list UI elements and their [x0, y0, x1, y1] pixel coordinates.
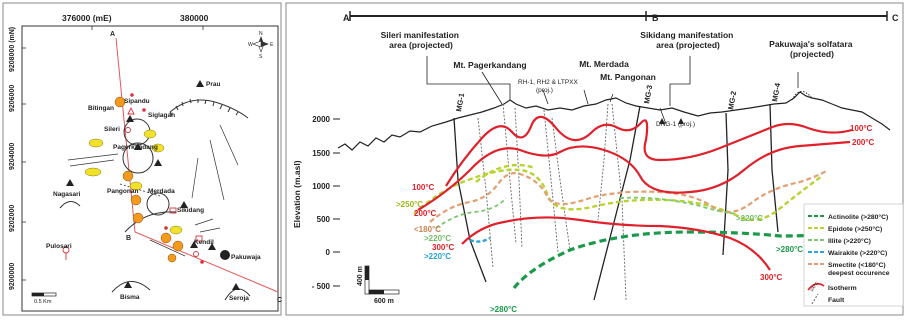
- place-kendil: Kendil: [194, 239, 214, 246]
- place-prau: Prau: [206, 81, 220, 88]
- label-actinolite-bottom: >280°C: [490, 305, 517, 314]
- grid-label-x1: 376000 (mE): [62, 13, 112, 23]
- place-sipandu: Sipandu: [124, 98, 150, 105]
- isotherm-300: [461, 216, 771, 271]
- label-wairakite-left: >220°C: [424, 252, 451, 261]
- legend-actinolite: Actinolite (>280°C): [828, 213, 888, 221]
- grid-label-y4: 9202000: [9, 205, 16, 232]
- section-scale-bar: 400 m 600 m: [357, 265, 400, 305]
- grid-label-y5: 9200000: [9, 263, 16, 290]
- place-sikidang: Sikidang: [177, 207, 204, 214]
- legend-smectite: Smectite (<180°C): [828, 261, 886, 269]
- feature-rh-wells: RH-1, RH2 & LTPXX (proj.): [518, 79, 580, 94]
- label-epidote-left: >250°C: [396, 200, 423, 209]
- y-tick-0: 0: [326, 248, 331, 257]
- actinolite-zone-line: [512, 230, 831, 290]
- label-illite-right: >220°C: [736, 214, 763, 223]
- place-siglagah: Siglagah: [148, 112, 175, 119]
- legend-wairakite: Wairakite (>220°C): [828, 249, 887, 257]
- label-200-left: 200°C: [414, 209, 437, 218]
- place-pagerkandang: Pagerkandang: [113, 144, 158, 151]
- legend-isotherm-sample: 100°C: [809, 280, 820, 292]
- y-tick-2000: 2000: [312, 115, 330, 124]
- grid-label-y1: 9208000 (mN): [9, 27, 16, 72]
- svg-text:S: S: [259, 54, 263, 60]
- illite-zone-line: [435, 196, 737, 229]
- svg-text:0.5 Km: 0.5 Km: [34, 299, 52, 305]
- place-pulosari: Pulosari: [46, 243, 72, 250]
- feature-sikidang-area: Sikidang manifestation area (projected): [640, 30, 735, 50]
- grid-label-x2: 380000: [180, 13, 209, 23]
- label-100-left: 100°C: [412, 183, 435, 192]
- smectite-zone-line: [429, 169, 829, 223]
- place-merdada: Merdada: [148, 188, 175, 195]
- feature-mt-pangonan: Mt. Pangonan: [600, 72, 656, 82]
- feature-sileri-area: Sileri manifestation area (projected): [381, 30, 462, 50]
- map-point-a: A: [110, 31, 115, 38]
- profile-line-abc: A B C: [343, 11, 899, 23]
- label-smectite-left: <180°C: [414, 225, 441, 234]
- legend: Actinolite (>280°C) Epidote (>250°C) Ill…: [803, 203, 904, 307]
- y-axis-label: Elevation (m.asl): [292, 160, 302, 228]
- legend-illite: Illite (>220°C): [828, 237, 871, 245]
- y-tick-1000: 1000: [312, 182, 330, 191]
- place-nagasari: Nagasari: [53, 191, 81, 198]
- y-tick-1500: 1500: [312, 149, 330, 158]
- place-sileri: Sileri: [104, 126, 120, 133]
- well-mg3: MG-3: [642, 84, 654, 104]
- well-mg4: MG-4: [770, 82, 782, 103]
- place-pakuwaja: Pakuwaja: [231, 254, 261, 261]
- isotherm-100: [445, 115, 853, 187]
- place-pangonan: Pangonan: [107, 188, 138, 195]
- svg-text:N: N: [259, 31, 263, 37]
- legend-smectite-note: deepest occurence: [828, 270, 890, 277]
- map-point-b: B: [126, 235, 131, 242]
- well-mg2: MG-2: [726, 90, 738, 110]
- map-point-c: C: [277, 297, 282, 304]
- well-mg1: MG-1: [454, 92, 466, 112]
- y-tick-500: 500: [317, 215, 331, 224]
- wairakite-zone-line: [469, 236, 491, 243]
- legend-fault: Fault: [828, 297, 845, 304]
- feature-dng-well: DNG-1 (proj.): [656, 121, 695, 128]
- y-tick-minus500: - 500: [312, 282, 331, 291]
- north-arrow-icon: N S W E: [248, 31, 274, 60]
- grid-label-y2: 9206000: [9, 85, 16, 112]
- map-scale-bar: 0.5 Km: [31, 292, 57, 305]
- label-illite-left: >220°C: [424, 234, 451, 243]
- legend-epidote: Epidote (>250°C): [828, 225, 882, 233]
- cross-section: A B C Elevation (m.asl) 2000 1500 1000 5…: [285, 2, 904, 316]
- feature-pakuwaja-solfatara: Pakuwaja's solfatara (projected): [769, 39, 855, 59]
- profile-point-b: B: [652, 13, 659, 23]
- place-bisma: Bisma: [120, 294, 140, 301]
- label-100-right: 100°C: [850, 124, 873, 133]
- place-seroja: Seroja: [229, 295, 249, 302]
- epidote-zone-line: [413, 168, 823, 221]
- feature-mt-pagerkandang: Mt. Pagerkandang: [453, 60, 526, 70]
- svg-text:400 m: 400 m: [357, 266, 364, 286]
- profile-point-a: A: [343, 13, 350, 23]
- label-200-right: 200°C: [852, 138, 875, 147]
- legend-isotherm: Isotherm: [828, 285, 857, 292]
- feature-mt-merdada: Mt. Merdada: [579, 59, 629, 69]
- svg-text:600 m: 600 m: [374, 298, 394, 305]
- label-actinolite-right: >280°C: [776, 245, 803, 254]
- profile-point-c: C: [892, 13, 899, 23]
- location-map: 376000 (mE) 380000 9208000 (mN) 9206000 …: [2, 2, 282, 316]
- label-300-left: 300°C: [432, 243, 455, 252]
- grid-label-y3: 9204000: [9, 143, 16, 170]
- isotherm-200: [417, 140, 851, 211]
- label-300-right: 300°C: [760, 273, 783, 282]
- place-bitingan: Bitingan: [88, 105, 114, 112]
- svg-text:E: E: [270, 42, 274, 48]
- svg-text:W: W: [248, 42, 253, 48]
- topographic-surface: [337, 91, 891, 151]
